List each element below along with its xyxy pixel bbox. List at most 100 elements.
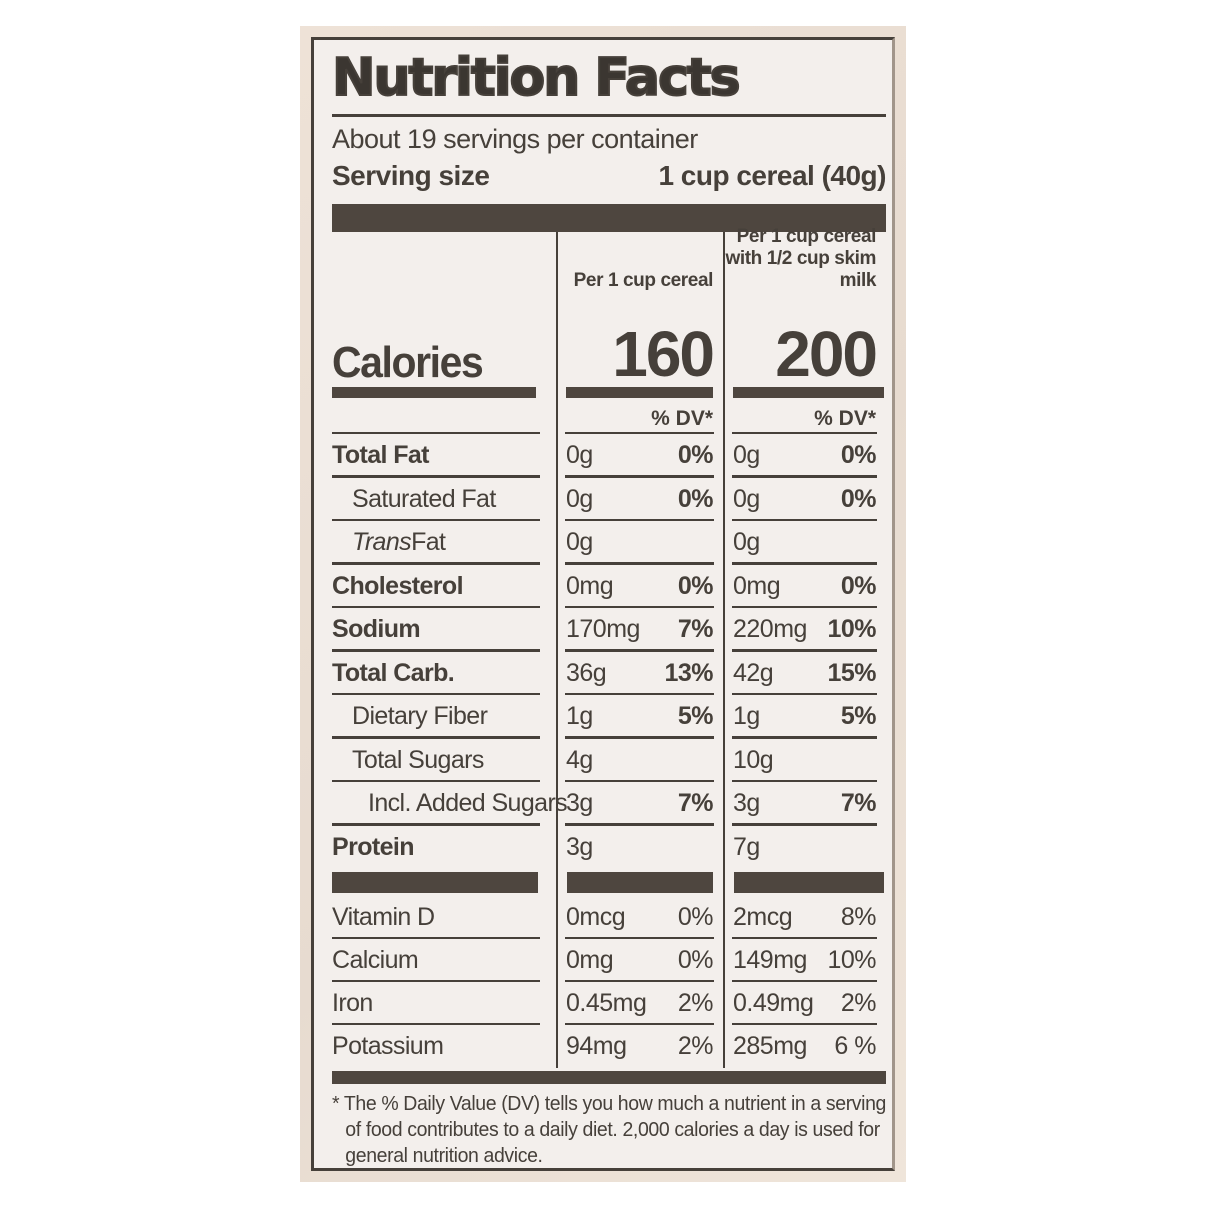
footnote-line2: of food contributes to a daily diet. 2,0…: [345, 1118, 880, 1141]
row-calcium-col1: 0mg 0%: [556, 939, 723, 982]
row-total-carb-col1: 36g 13%: [556, 651, 723, 695]
row-saturated-fat-name: Saturated Fat: [332, 478, 556, 522]
dv-header-spacer: [332, 400, 556, 434]
row-calcium-name: Calcium: [332, 939, 556, 982]
value: 0mg: [733, 571, 781, 600]
percent-dv: 10%: [827, 615, 876, 644]
column2-header: Per 1 cup cereal with 1/2 cup skim milk: [725, 226, 886, 292]
row-sodium-name: Sodium: [332, 608, 556, 652]
value: 3g: [733, 789, 760, 818]
section-bar-mid-name: [332, 869, 556, 896]
row-total-carb-col2: 42g 15%: [723, 651, 886, 695]
row-total-sugars-col2: 10g: [723, 738, 886, 782]
percent-dv: 0%: [677, 946, 714, 974]
column1-header-cell: Per 1 cup cereal: [556, 232, 723, 292]
percent-dv: 6 %: [834, 1032, 876, 1060]
percent-dv: 2%: [677, 1032, 714, 1060]
row-vitamin-d-name: Vitamin D: [332, 896, 556, 939]
trans-rest: Fat: [411, 528, 446, 557]
label-photo-background: Nutrition Facts About 19 servings per co…: [300, 26, 906, 1182]
value: 0g: [733, 484, 760, 513]
row-protein-name: Protein: [332, 832, 415, 861]
value: 0.49mg: [733, 989, 814, 1017]
value: 220mg: [733, 615, 807, 644]
calories-underbar-col2: [723, 384, 886, 400]
daily-value-footnote: * The % Daily Value (DV) tells you how m…: [332, 1091, 886, 1169]
row-added-sugars-col1: 3g 7%: [556, 782, 723, 826]
calories-value-with-milk: 200: [775, 318, 878, 391]
row-sodium-col1: 170mg 7%: [556, 608, 723, 652]
percent-dv: 8%: [840, 903, 877, 931]
value: 3g: [566, 832, 593, 861]
calories-label: Calories: [332, 338, 484, 388]
row-added-sugars-name: Incl. Added Sugars: [332, 782, 568, 826]
row-added-sugars-col2: 3g 7%: [723, 782, 886, 826]
column1-header: Per 1 cup cereal: [573, 270, 714, 291]
row-trans-fat-name: Trans Fat: [332, 521, 556, 565]
row-vitamin-d-col2: 2mcg 8%: [723, 896, 886, 939]
panel-title: Nutrition Facts: [331, 47, 742, 109]
calories-col1-cell: 160: [556, 292, 723, 391]
percent-dv: 2%: [840, 989, 877, 1017]
row-dietary-fiber-name: Dietary Fiber: [332, 695, 556, 739]
row-cholesterol-col2: 0mg 0%: [723, 564, 886, 608]
percent-dv: 5%: [677, 702, 714, 731]
percent-dv: 0%: [677, 484, 714, 513]
row-saturated-fat-col2: 0g 0%: [723, 477, 886, 521]
dv-header-col1-cell: % DV*: [556, 400, 723, 434]
row-protein-col1: 3g: [556, 825, 723, 869]
serving-size-row: Serving size 1 cup cereal (40g): [332, 156, 886, 196]
value: 0g: [566, 441, 593, 470]
row-iron-col2: 0.49mg 2%: [723, 982, 886, 1025]
calories-col2-cell: 200: [723, 292, 886, 391]
percent-dv: 10%: [827, 946, 876, 974]
value: 36g: [566, 658, 607, 687]
section-bar-mid-col2: [723, 869, 886, 896]
column2-header-line2: with 1/2 cup skim milk: [725, 248, 876, 291]
row-total-fat-col2: 0g 0%: [723, 434, 886, 478]
row-protein-col2: 7g: [723, 825, 886, 869]
percent-dv: 2%: [677, 989, 714, 1017]
row-total-fat-col1: 0g 0%: [556, 434, 723, 478]
percent-dv: 0%: [840, 484, 877, 513]
value: 0g: [566, 528, 593, 557]
value: 0mg: [566, 946, 614, 974]
section-bar-bottom: [332, 1071, 886, 1084]
value: 7g: [733, 832, 760, 861]
value: 2mcg: [733, 903, 793, 931]
percent-dv: 7%: [677, 789, 714, 818]
row-iron-col1: 0.45mg 2%: [556, 982, 723, 1025]
value: 10g: [733, 745, 774, 774]
value: 1g: [566, 702, 593, 731]
row-calcium-col2: 149mg 10%: [723, 939, 886, 982]
servings-per-container: About 19 servings per container: [332, 124, 698, 154]
row-total-sugars-col1: 4g: [556, 738, 723, 782]
calories-underbar-col1: [556, 384, 723, 400]
value: 4g: [566, 745, 593, 774]
column2-header-cell: Per 1 cup cereal with 1/2 cup skim milk: [723, 226, 886, 292]
column2-header-line1: Per 1 cup cereal: [736, 226, 877, 247]
row-sodium-col2: 220mg 10%: [723, 608, 886, 652]
percent-dv: 0%: [677, 903, 714, 931]
section-bar-top: [332, 204, 886, 232]
value: 3g: [566, 789, 593, 818]
value: 94mg: [566, 1032, 627, 1060]
value: 0.45mg: [566, 989, 647, 1017]
calories-value-cereal: 160: [612, 318, 715, 391]
value: 285mg: [733, 1032, 807, 1060]
row-iron-name: Iron: [332, 982, 556, 1025]
section-bar-mid-col1: [556, 869, 723, 896]
value: 0mcg: [566, 903, 626, 931]
row-potassium-col1: 94mg 2%: [556, 1025, 723, 1068]
trans-italic: Trans: [352, 528, 412, 557]
row-dietary-fiber-col1: 1g 5%: [556, 695, 723, 739]
row-total-sugars-name: Total Sugars: [332, 739, 556, 783]
row-total-carb-name: Total Carb.: [332, 652, 556, 696]
row-total-fat-name: Total Fat: [332, 434, 556, 478]
row-dietary-fiber-col2: 1g 5%: [723, 695, 886, 739]
percent-dv: 7%: [677, 615, 714, 644]
percent-dv: 0%: [840, 441, 877, 470]
value: 42g: [733, 658, 774, 687]
value: 0g: [733, 441, 760, 470]
value: 170mg: [566, 615, 640, 644]
